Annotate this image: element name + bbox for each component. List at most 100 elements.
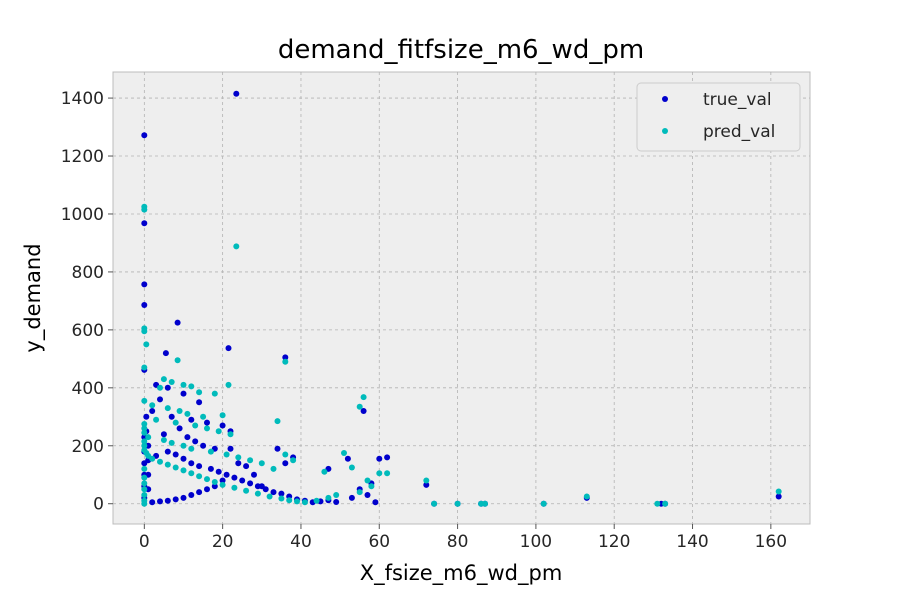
point-pred-val [356,403,363,410]
point-pred-val [143,341,150,348]
point-pred-val [282,358,289,365]
point-true-val [141,132,148,139]
point-true-val [227,445,234,452]
point-pred-val [270,465,277,472]
point-true-val [196,463,203,470]
point-pred-val [286,497,293,504]
point-true-val [282,354,289,361]
y-tick-label: 600 [72,321,104,341]
point-true-val [180,455,187,462]
point-pred-val [172,419,179,426]
point-pred-val [274,418,281,425]
point-pred-val [168,379,175,385]
legend-marker-true-val [662,96,668,102]
legend-marker-pred-val [662,128,668,134]
point-pred-val [157,458,163,465]
point-true-val [141,302,148,308]
y-tick-label: 800 [72,263,104,283]
point-true-val [184,434,191,441]
point-pred-val [188,383,195,390]
point-pred-val [364,477,371,484]
point-pred-val [231,484,238,491]
y-tick-label: 1000 [61,205,104,225]
point-pred-val [141,480,148,487]
point-pred-val [204,476,210,483]
point-pred-val [583,493,590,500]
point-pred-val [482,500,488,507]
point-true-val [176,425,183,432]
point-pred-val [160,437,167,443]
point-true-val [364,492,371,498]
point-pred-val [141,474,148,481]
point-pred-val [141,421,148,427]
point-true-val [141,281,148,288]
point-pred-val [141,206,148,213]
point-pred-val [176,408,183,414]
point-pred-val [223,451,230,458]
point-pred-val [160,376,167,383]
point-pred-val [141,442,148,449]
point-pred-val [341,450,347,456]
point-true-val [149,499,156,506]
point-pred-val [225,381,232,388]
point-true-val [157,498,163,505]
point-true-val [174,319,181,326]
point-true-val [188,492,195,498]
point-true-val [143,413,150,420]
point-true-val [207,465,214,472]
point-true-val [372,499,379,506]
point-true-val [223,471,230,478]
point-true-val [200,442,207,449]
point-pred-val [431,500,438,507]
point-pred-val [654,500,661,507]
point-pred-val [258,460,265,467]
legend: true_val pred_val [636,82,801,152]
point-pred-val [180,467,187,474]
point-pred-val [153,416,160,423]
point-true-val [204,419,210,426]
point-true-val [172,496,179,503]
y-tick-label: 1400 [61,89,104,109]
point-pred-val [235,454,242,461]
point-true-val [196,399,203,406]
point-pred-val [282,451,289,458]
point-pred-val [141,447,148,454]
point-pred-val [376,470,383,477]
data-points [141,90,782,507]
point-true-val [360,408,367,414]
point-pred-val [180,381,187,388]
point-true-val [168,413,175,420]
point-pred-val [348,464,355,471]
legend-box [636,82,801,152]
point-pred-val [243,487,250,494]
point-true-val [162,350,169,357]
point-true-val [172,451,179,458]
x-tick-label: 140 [676,532,708,552]
point-true-val [235,460,242,467]
point-pred-val [325,494,332,501]
point-pred-val [157,384,163,391]
point-true-val [192,438,199,445]
point-pred-val [384,470,391,477]
point-pred-val [192,422,199,429]
point-pred-val [662,500,669,507]
y-tick-label: 1200 [61,147,104,167]
x-tick-label: 40 [290,532,312,552]
point-true-val [215,468,222,475]
point-pred-val [254,490,261,497]
point-true-val [188,416,195,423]
point-pred-val [360,394,367,401]
point-true-val [344,455,351,462]
point-pred-val [294,498,300,505]
point-pred-val [164,461,171,468]
point-true-val [333,499,340,505]
point-pred-val [141,429,148,436]
point-true-val [164,448,171,455]
x-tick-label: 0 [139,532,150,552]
point-pred-val [141,397,148,404]
point-pred-val [227,431,234,438]
point-true-val [348,494,355,501]
point-pred-val [141,492,148,498]
y-tick-label: 200 [72,437,104,457]
